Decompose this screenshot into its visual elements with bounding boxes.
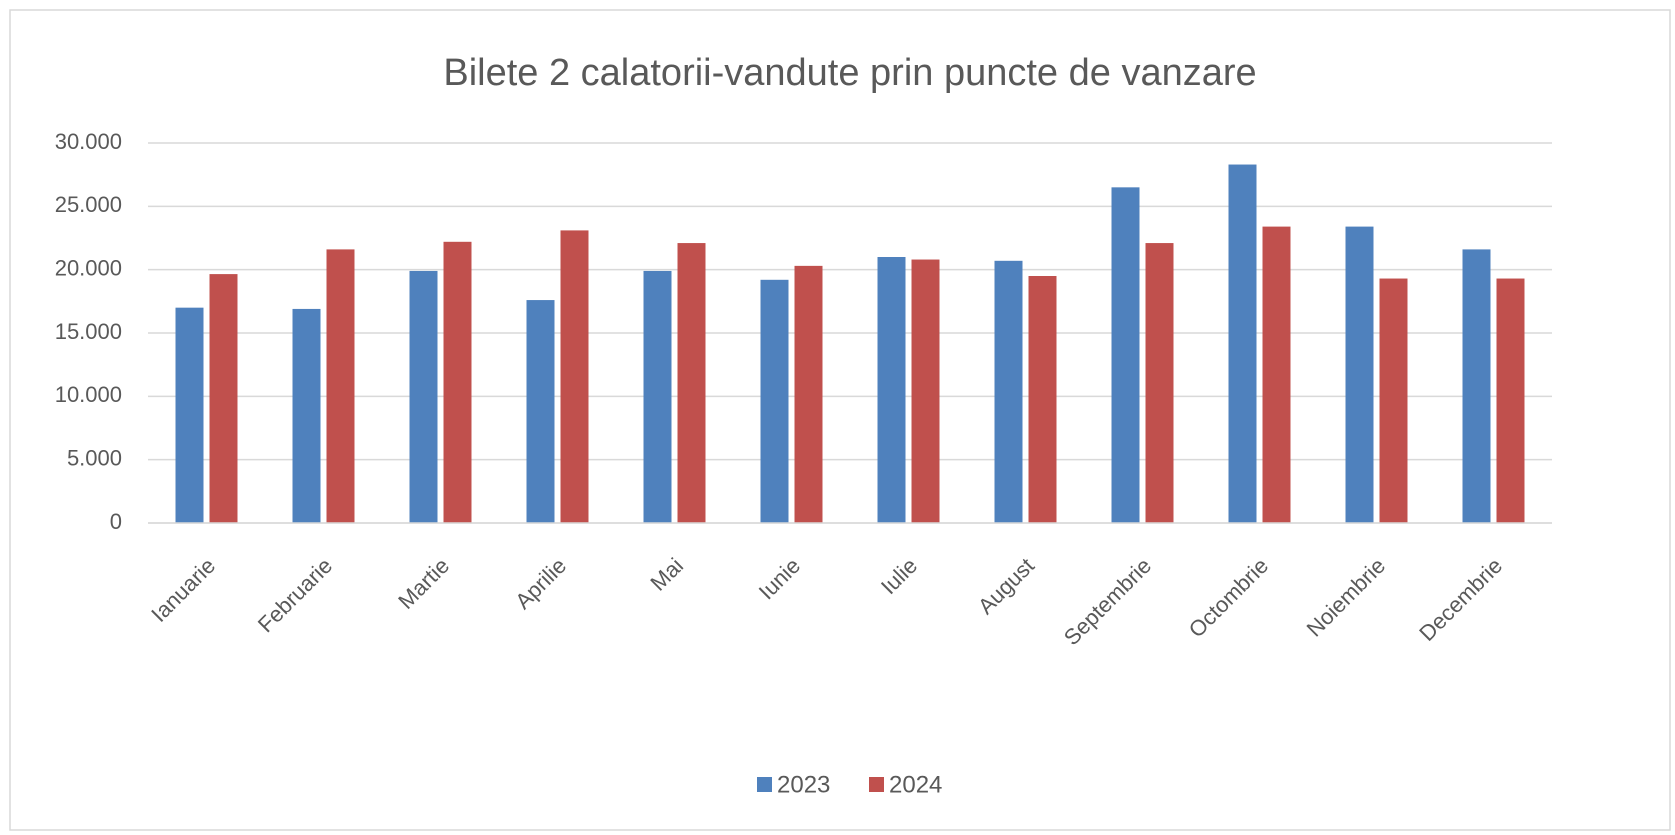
bar bbox=[1028, 276, 1057, 523]
y-tick-label: 5.000 bbox=[67, 445, 122, 470]
y-tick-label: 15.000 bbox=[55, 319, 122, 344]
bar bbox=[560, 230, 589, 523]
bar bbox=[1345, 226, 1374, 523]
bar bbox=[1228, 164, 1257, 524]
chart-title: Bilete 2 calatorii-vandute prin puncte d… bbox=[443, 52, 1256, 94]
bar bbox=[677, 243, 706, 524]
y-tick-label: 10.000 bbox=[55, 382, 122, 407]
bar bbox=[1262, 226, 1291, 523]
chart-frame bbox=[9, 9, 1671, 831]
bar bbox=[409, 270, 438, 523]
bar bbox=[443, 241, 472, 524]
bar bbox=[794, 265, 823, 523]
bar bbox=[1111, 187, 1140, 524]
bar bbox=[292, 308, 321, 523]
bar bbox=[1145, 243, 1174, 524]
bar bbox=[643, 270, 672, 523]
bar bbox=[209, 274, 238, 523]
bar bbox=[911, 259, 940, 523]
bar bbox=[1462, 249, 1491, 523]
bar bbox=[760, 279, 789, 523]
bar bbox=[1496, 278, 1525, 523]
bar bbox=[526, 300, 555, 523]
bar bbox=[175, 307, 204, 523]
legend-swatch bbox=[757, 777, 772, 792]
bar bbox=[994, 260, 1023, 523]
y-tick-label: 25.000 bbox=[55, 192, 122, 217]
legend-label: 2023 bbox=[777, 771, 830, 798]
y-tick-label: 30.000 bbox=[55, 129, 122, 154]
bar bbox=[877, 257, 906, 523]
y-tick-label: 20.000 bbox=[55, 255, 122, 280]
bar bbox=[326, 249, 355, 523]
legend-swatch bbox=[869, 777, 884, 792]
legend-label: 2024 bbox=[889, 771, 942, 798]
bar bbox=[1379, 278, 1408, 523]
y-tick-label: 0 bbox=[110, 509, 122, 534]
